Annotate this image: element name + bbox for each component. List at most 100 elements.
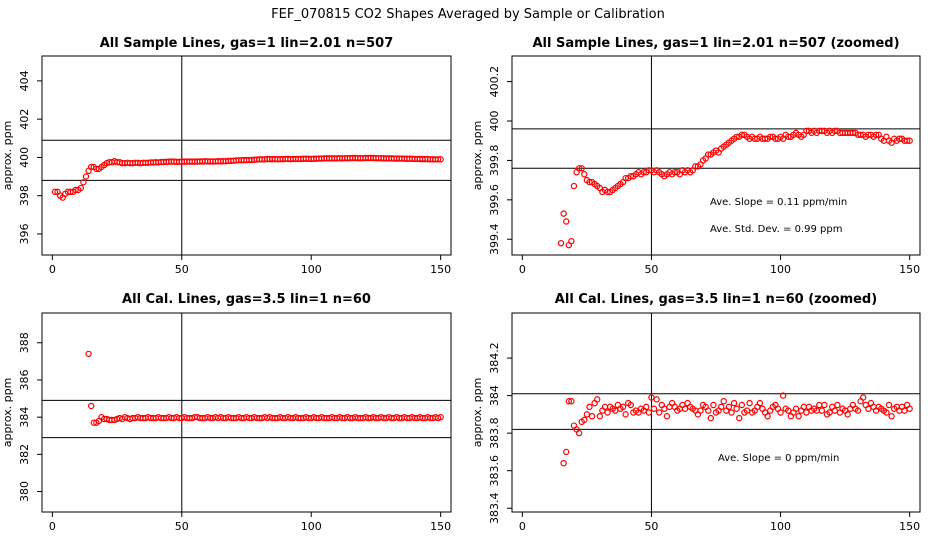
data-point (627, 172, 634, 180)
y-axis-label: approx. ppm (1, 378, 14, 448)
chart-panel-2: All Sample Lines, gas=1 lin=2.01 n=507 (… (471, 36, 921, 276)
data-point (645, 409, 653, 416)
data-point (77, 184, 85, 192)
plot-frame (511, 55, 921, 256)
panel-title: All Cal. Lines, gas=3.5 lin=1 n=60 (122, 292, 371, 307)
data-series (51, 154, 444, 201)
x-tick-label: 50 (644, 520, 658, 533)
data-point (803, 127, 810, 135)
panel-title: All Sample Lines, gas=1 lin=2.01 n=507 (100, 36, 394, 51)
y-tick-label: 404 (18, 70, 31, 91)
data-point (437, 413, 444, 421)
data-point (578, 165, 585, 172)
x-tick-label: 150 (430, 520, 451, 533)
data-point (586, 178, 593, 186)
data-point (581, 171, 588, 178)
data-point (604, 409, 611, 416)
data-point (434, 156, 442, 163)
y-tick-label: 400 (18, 147, 31, 168)
y-tick-label: 380 (18, 481, 31, 502)
data-point (888, 413, 895, 420)
data-point (738, 131, 746, 139)
y-tick-label: 383.4 (488, 492, 501, 523)
y-axis-label: approx. ppm (471, 121, 484, 191)
data-point (756, 399, 764, 407)
data-point (730, 399, 738, 407)
data-point (764, 413, 771, 420)
data-point (568, 398, 575, 405)
data-point (906, 137, 913, 144)
data-point (854, 407, 862, 414)
x-tick-label: 100 (770, 263, 791, 276)
chart-panel-4: All Cal. Lines, gas=3.5 lin=1 n=60 (zoom… (471, 292, 921, 533)
data-point (622, 174, 629, 182)
data-point (645, 167, 653, 174)
x-tick-label: 150 (899, 520, 920, 533)
data-point (586, 403, 593, 411)
data-point (865, 131, 872, 139)
data-point (792, 405, 800, 412)
data-point (650, 405, 658, 412)
data-point (80, 179, 87, 186)
data-point (661, 405, 668, 412)
data-point (761, 135, 769, 142)
data-point (736, 414, 743, 422)
data-point (557, 239, 565, 247)
data-point (885, 401, 893, 409)
data-point (733, 405, 740, 412)
data-point (692, 163, 699, 170)
data-point (437, 156, 444, 163)
data-point (575, 165, 583, 172)
x-tick-label: 100 (301, 520, 322, 533)
x-tick-label: 0 (519, 520, 526, 533)
y-tick-label: 400.2 (488, 66, 501, 98)
y-tick-label: 396 (18, 223, 31, 244)
data-point (834, 401, 841, 409)
data-point (785, 133, 792, 140)
stat-annotation: Ave. Slope = 0.11 ppm/min (710, 197, 847, 208)
data-point (568, 238, 575, 245)
data-point (588, 413, 596, 420)
x-tick-label: 0 (519, 263, 526, 276)
data-point (581, 416, 588, 424)
data-point (865, 405, 872, 412)
data-point (831, 127, 838, 135)
y-tick-label: 399.8 (488, 145, 501, 177)
data-point (82, 173, 90, 180)
data-point (681, 405, 689, 412)
data-point (906, 405, 913, 412)
data-point (816, 401, 823, 409)
data-point (560, 459, 567, 467)
data-point (795, 413, 802, 420)
x-tick-label: 150 (430, 263, 451, 276)
data-series (560, 392, 913, 467)
data-point (779, 392, 787, 399)
y-tick-label: 386 (18, 369, 31, 390)
data-point (619, 403, 627, 411)
chart-panel-3: All Cal. Lines, gas=3.5 lin=1 n=60 0 50 100… (1, 292, 452, 533)
y-tick-label: 384.2 (488, 342, 501, 374)
data-point (563, 448, 570, 456)
data-point (87, 402, 95, 410)
data-point (596, 413, 603, 420)
data-point (818, 407, 826, 414)
plot-frame (511, 312, 921, 513)
stat-annotation: Ave. Std. Dev. = 0.99 ppm (710, 224, 842, 235)
panel-title: All Cal. Lines, gas=3.5 lin=1 n=60 (zoom… (555, 292, 877, 307)
x-tick-label: 100 (301, 263, 322, 276)
data-point (627, 401, 634, 409)
y-tick-label: 383.6 (488, 455, 501, 487)
y-tick-label: 388 (18, 332, 31, 353)
data-point (738, 401, 746, 409)
data-point (85, 350, 92, 358)
data-point (849, 129, 857, 137)
data-point (896, 135, 903, 142)
data-point (707, 414, 715, 422)
data-point (560, 210, 567, 217)
y-tick-label: 402 (18, 109, 31, 130)
data-point (51, 188, 59, 196)
data-point (859, 394, 867, 401)
y-tick-label: 383.8 (488, 417, 501, 449)
data-point (872, 131, 880, 139)
x-tick-label: 50 (175, 263, 189, 276)
